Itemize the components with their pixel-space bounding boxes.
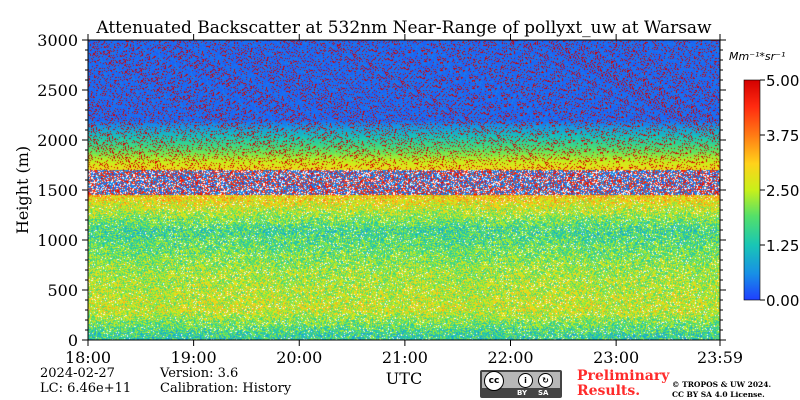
colorbar-unit: Mm⁻¹*sr⁻¹ [729,50,785,63]
version-text: Version: 3.6 [160,366,239,381]
y-axis-label: Height (m) [13,146,32,234]
lc-text: LC: 6.46e+11 [40,381,132,396]
badge-by-label: BY [517,389,528,397]
heatmap-image [88,40,720,340]
badge-sa-label: SA [538,389,549,397]
x-tick-label: 21:00 [382,348,428,367]
y-tick-label: 0 [68,331,78,350]
y-tick-label: 2500 [37,81,78,100]
preliminary-note: Preliminary Results. [577,369,669,399]
heatmap-raster [88,40,720,340]
preliminary-line-1: Preliminary [577,368,670,384]
copyright-line-2: CC BY SA 4.0 License. [672,390,765,399]
calibration-text: Calibration: History [160,381,292,396]
x-tick-label: 19:00 [171,348,217,367]
colorbar-tick-label: 2.50 [766,182,799,200]
copyright-note: © TROPOS & UW 2024. CC BY SA 4.0 License… [672,380,771,400]
axes: 18:00 19:00 20:00 21:00 22:00 23:00 23:59 0 500 1… [37,31,743,367]
x-tick-label: 23:59 [697,348,743,367]
y-tick-label: 3000 [37,31,78,50]
y-tick-label: 2000 [37,131,78,150]
cc-license-badge: cc i ↻ BY SA [480,370,562,398]
x-tick-label: 20:00 [276,348,322,367]
colorbar-tick-label: 1.25 [766,237,799,255]
chart-title: Attenuated Backscatter at 532nm Near-Ran… [95,18,712,38]
sa-icon: ↻ [538,373,553,388]
y-tick-label: 1500 [37,181,78,200]
preliminary-line-2: Results. [577,383,641,399]
cc-icon: cc [484,371,504,391]
copyright-line-1: © TROPOS & UW 2024. [672,380,772,389]
x-tick-label: 22:00 [487,348,533,367]
x-axis-label: UTC [386,369,422,388]
x-tick-label: 18:00 [65,348,111,367]
y-tick-label: 500 [47,281,78,300]
x-tick-label: 23:00 [593,348,639,367]
colorbar [743,79,761,301]
colorbar-tick-label: 3.75 [766,127,799,145]
colorbar-tick-label: 0.00 [766,292,799,310]
date-text: 2024-02-27 [40,366,115,381]
colorbar-ticks: 0.00 1.25 2.50 3.75 5.00 [760,72,799,310]
by-icon: i [518,373,533,388]
colorbar-tick-label: 5.00 [766,72,799,90]
y-tick-label: 1000 [37,231,78,250]
